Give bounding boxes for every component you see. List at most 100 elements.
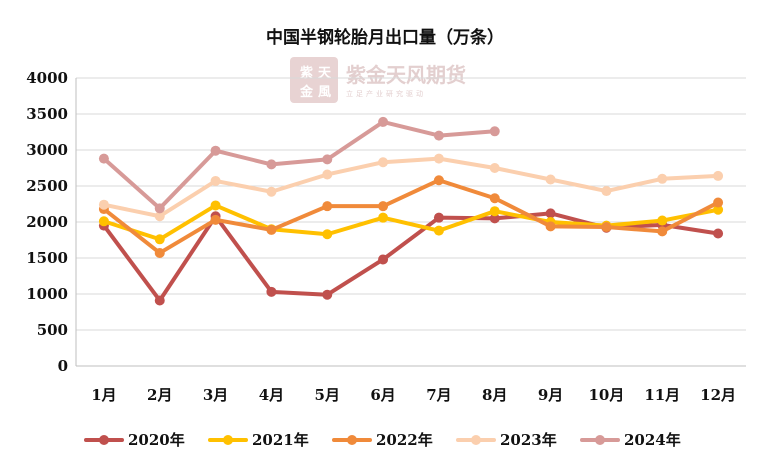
legend-item: 2024年 bbox=[580, 431, 681, 449]
x-tick-label: 11月 bbox=[644, 386, 680, 404]
data-point bbox=[378, 157, 389, 168]
data-point bbox=[378, 201, 389, 212]
axes bbox=[75, 78, 746, 367]
y-tick-label: 1500 bbox=[26, 249, 68, 267]
data-point bbox=[713, 197, 724, 208]
legend-label: 2022年 bbox=[376, 431, 433, 449]
x-tick-label: 2月 bbox=[147, 386, 172, 404]
legend-label: 2020年 bbox=[128, 431, 185, 449]
data-point bbox=[433, 225, 444, 236]
y-tick-label: 2000 bbox=[26, 213, 68, 231]
x-tick-label: 12月 bbox=[700, 386, 736, 404]
y-tick-label: 0 bbox=[58, 357, 68, 375]
data-point bbox=[657, 173, 668, 184]
data-point bbox=[154, 203, 165, 214]
data-point bbox=[601, 222, 612, 233]
x-tick-label: 10月 bbox=[588, 386, 624, 404]
data-point bbox=[210, 214, 221, 225]
data-point bbox=[545, 208, 556, 219]
series-line bbox=[101, 211, 721, 303]
legend-label: 2023年 bbox=[500, 431, 557, 449]
series-group bbox=[98, 116, 724, 306]
y-tick-label: 3500 bbox=[26, 105, 68, 123]
data-point bbox=[489, 206, 500, 217]
watermark-seal-char: 天 bbox=[318, 66, 332, 81]
data-point bbox=[657, 215, 668, 226]
watermark-slogan: 立足产业研究驱动 bbox=[346, 89, 426, 98]
data-point bbox=[657, 226, 668, 237]
legend-label: 2021年 bbox=[252, 431, 309, 449]
legend-item: 2022年 bbox=[332, 431, 433, 449]
x-axis-ticks: 1月 2月 3月 4月 5月 6月 7月 8月 9月 10月 11月 12月 bbox=[91, 386, 736, 404]
y-tick-label: 4000 bbox=[26, 69, 68, 87]
x-tick-label: 4月 bbox=[259, 386, 284, 404]
legend-item: 2020年 bbox=[84, 431, 185, 449]
watermark-seal-char: 風 bbox=[318, 85, 331, 100]
data-point bbox=[713, 204, 724, 215]
legend-item: 2021年 bbox=[208, 431, 309, 449]
chart-title: 中国半钢轮胎月出口量（万条） bbox=[266, 27, 504, 48]
data-point bbox=[378, 254, 389, 265]
legend-swatch-marker bbox=[595, 435, 605, 445]
x-tick-label: 9月 bbox=[538, 386, 563, 404]
data-point bbox=[489, 213, 500, 224]
data-point bbox=[98, 153, 109, 164]
series-2024年 bbox=[98, 116, 500, 214]
data-point bbox=[489, 126, 500, 137]
data-point bbox=[266, 286, 277, 297]
data-point bbox=[433, 175, 444, 186]
data-point bbox=[322, 154, 333, 165]
data-point bbox=[322, 289, 333, 300]
data-point bbox=[322, 201, 333, 212]
data-point bbox=[210, 175, 221, 186]
watermark-seal-char: 金 bbox=[299, 84, 314, 100]
data-point bbox=[378, 212, 389, 223]
legend: 2020年 2021年 2022年 2023年 2024年 bbox=[84, 431, 681, 449]
legend-item: 2023年 bbox=[456, 431, 557, 449]
data-point bbox=[433, 212, 444, 223]
data-point bbox=[322, 229, 333, 240]
watermark: 紫 天 金 風 紫金天风期货 立足产业研究驱动 bbox=[290, 57, 466, 103]
x-tick-label: 5月 bbox=[315, 386, 340, 404]
data-point bbox=[601, 186, 612, 197]
y-axis-ticks: 0 500 1000 1500 2000 2500 3000 3500 4000 bbox=[26, 69, 68, 375]
series-2022年 bbox=[98, 175, 724, 258]
watermark-seal bbox=[290, 57, 338, 103]
data-point bbox=[433, 130, 444, 141]
data-point bbox=[266, 159, 277, 170]
series-line bbox=[101, 203, 721, 242]
y-tick-label: 3000 bbox=[26, 141, 68, 159]
y-tick-label: 2500 bbox=[26, 177, 68, 195]
data-point bbox=[713, 228, 724, 239]
data-point bbox=[433, 153, 444, 164]
legend-swatch-marker bbox=[223, 435, 233, 445]
data-point bbox=[266, 224, 277, 235]
y-tick-label: 500 bbox=[37, 321, 68, 339]
legend-swatch-marker bbox=[99, 435, 109, 445]
legend-swatch-marker bbox=[347, 435, 357, 445]
data-point bbox=[154, 295, 165, 306]
data-point bbox=[378, 116, 389, 127]
data-point bbox=[98, 216, 109, 227]
data-point bbox=[545, 174, 556, 185]
watermark-brand: 紫金天风期货 bbox=[346, 63, 466, 87]
data-point bbox=[266, 186, 277, 197]
data-point bbox=[322, 169, 333, 180]
data-point bbox=[154, 234, 165, 245]
x-tick-label: 7月 bbox=[426, 386, 451, 404]
x-tick-label: 6月 bbox=[370, 386, 395, 404]
series-line bbox=[101, 178, 721, 255]
data-point bbox=[713, 170, 724, 181]
legend-swatch-marker bbox=[471, 435, 481, 445]
y-tick-label: 1000 bbox=[26, 285, 68, 303]
data-point bbox=[210, 145, 221, 156]
series-line bbox=[101, 156, 721, 219]
series-line bbox=[101, 119, 497, 211]
data-point bbox=[489, 163, 500, 173]
data-point bbox=[154, 211, 165, 222]
watermark-seal-char: 紫 bbox=[300, 65, 313, 81]
x-tick-label: 1月 bbox=[91, 386, 116, 404]
series-2023年 bbox=[98, 153, 724, 222]
data-point bbox=[545, 221, 556, 232]
